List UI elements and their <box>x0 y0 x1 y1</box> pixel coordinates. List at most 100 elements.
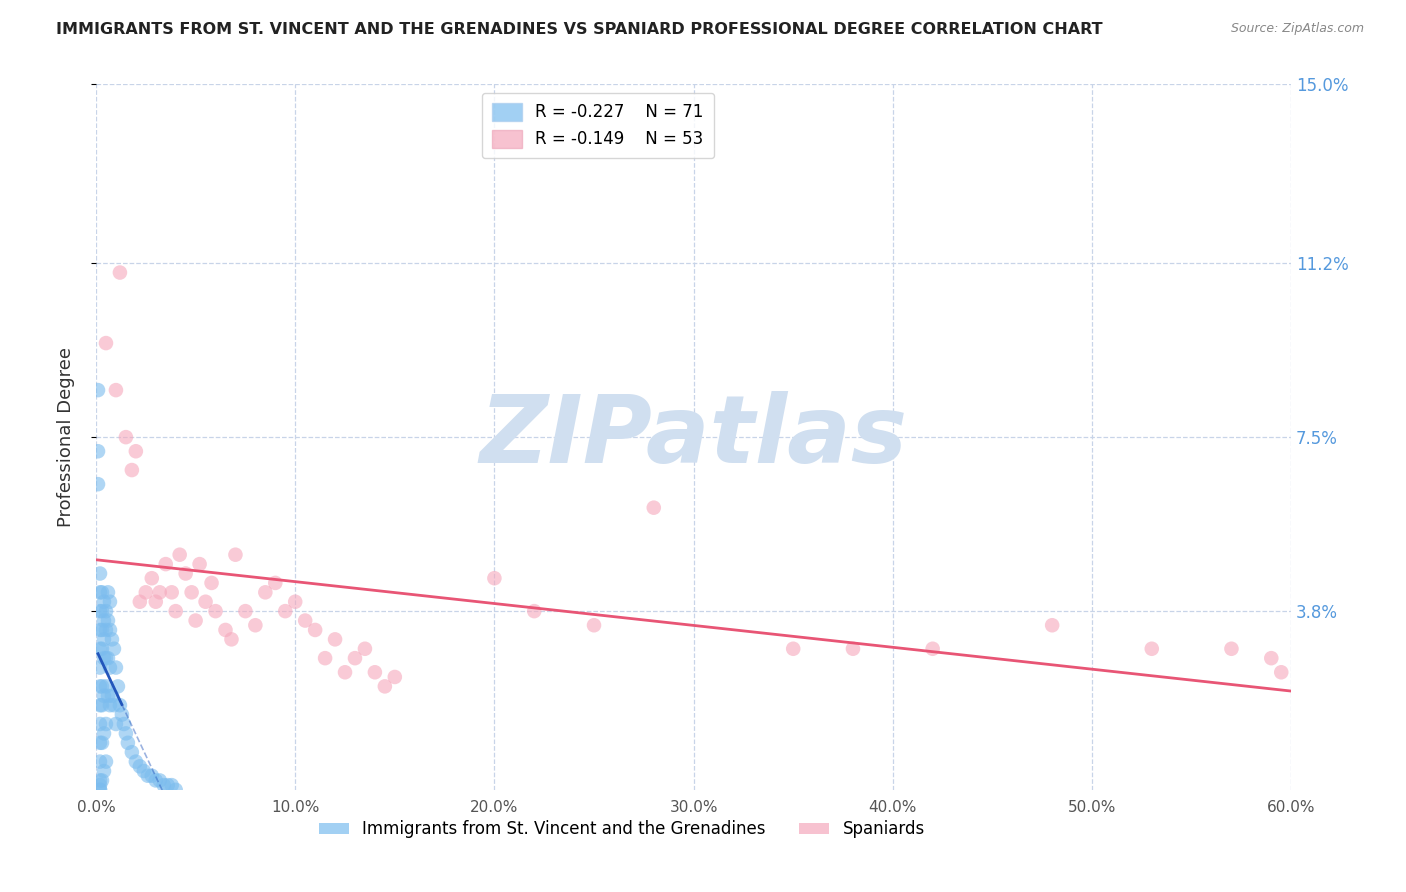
Point <box>1140 641 1163 656</box>
Point <box>103 641 125 656</box>
Point <box>141 769 163 783</box>
Point <box>304 623 326 637</box>
Point <box>132 764 155 778</box>
Point <box>165 782 187 797</box>
Point <box>214 623 236 637</box>
Point <box>89 755 111 769</box>
Point <box>221 632 243 647</box>
Point <box>149 773 172 788</box>
Point <box>115 430 138 444</box>
Point <box>89 623 111 637</box>
Point <box>111 707 134 722</box>
Point <box>101 632 124 647</box>
Point <box>104 383 127 397</box>
Point <box>254 585 277 599</box>
Point <box>921 641 943 656</box>
Point <box>364 665 387 680</box>
Point <box>94 717 117 731</box>
Point <box>91 698 114 713</box>
Point <box>184 614 207 628</box>
Point <box>155 557 177 571</box>
Point <box>523 604 546 618</box>
Point <box>91 604 114 618</box>
Point <box>125 755 148 769</box>
Point <box>97 651 120 665</box>
Point <box>98 623 121 637</box>
Point <box>204 604 226 618</box>
Point <box>89 660 111 674</box>
Point <box>141 571 163 585</box>
Point <box>93 595 115 609</box>
Point <box>98 698 121 713</box>
Point <box>93 764 115 778</box>
Point <box>274 604 297 618</box>
Point <box>314 651 336 665</box>
Point <box>89 773 111 788</box>
Point <box>97 585 120 599</box>
Point <box>156 778 179 792</box>
Point <box>145 595 167 609</box>
Point <box>384 670 406 684</box>
Point <box>89 782 111 797</box>
Point <box>135 585 157 599</box>
Point <box>87 444 110 458</box>
Point <box>174 566 197 581</box>
Point <box>108 698 131 713</box>
Point <box>128 759 150 773</box>
Y-axis label: Professional Degree: Professional Degree <box>58 347 75 527</box>
Point <box>93 689 115 703</box>
Point <box>94 755 117 769</box>
Point <box>101 689 124 703</box>
Point <box>98 595 121 609</box>
Point <box>128 595 150 609</box>
Point <box>91 641 114 656</box>
Point <box>160 778 183 792</box>
Point <box>89 736 111 750</box>
Point <box>103 698 125 713</box>
Point <box>94 336 117 351</box>
Point <box>782 641 804 656</box>
Point <box>91 773 114 788</box>
Text: Source: ZipAtlas.com: Source: ZipAtlas.com <box>1230 22 1364 36</box>
Point <box>121 745 143 759</box>
Point <box>333 665 356 680</box>
Point <box>89 585 111 599</box>
Point <box>165 604 187 618</box>
Point <box>1220 641 1243 656</box>
Point <box>1260 651 1282 665</box>
Point <box>145 773 167 788</box>
Point <box>180 585 202 599</box>
Point <box>284 595 307 609</box>
Point <box>89 679 111 693</box>
Point <box>224 548 246 562</box>
Point <box>91 623 114 637</box>
Point <box>152 778 174 792</box>
Point <box>1270 665 1292 680</box>
Point <box>117 736 139 750</box>
Point <box>323 632 346 647</box>
Point <box>91 736 114 750</box>
Point <box>245 618 267 632</box>
Point <box>94 651 117 665</box>
Point <box>294 614 316 628</box>
Point <box>97 689 120 703</box>
Point <box>200 575 222 590</box>
Point <box>121 463 143 477</box>
Point <box>484 571 506 585</box>
Text: ZIPatlas: ZIPatlas <box>479 391 908 483</box>
Point <box>235 604 257 618</box>
Point <box>136 769 159 783</box>
Point <box>89 698 111 713</box>
Point <box>108 266 131 280</box>
Point <box>94 623 117 637</box>
Point <box>89 782 111 797</box>
Point <box>125 444 148 458</box>
Point <box>169 548 191 562</box>
Point <box>93 726 115 740</box>
Point <box>87 477 110 491</box>
Point <box>89 566 111 581</box>
Point <box>115 726 138 740</box>
Point <box>582 618 605 632</box>
Point <box>104 717 127 731</box>
Point <box>643 500 665 515</box>
